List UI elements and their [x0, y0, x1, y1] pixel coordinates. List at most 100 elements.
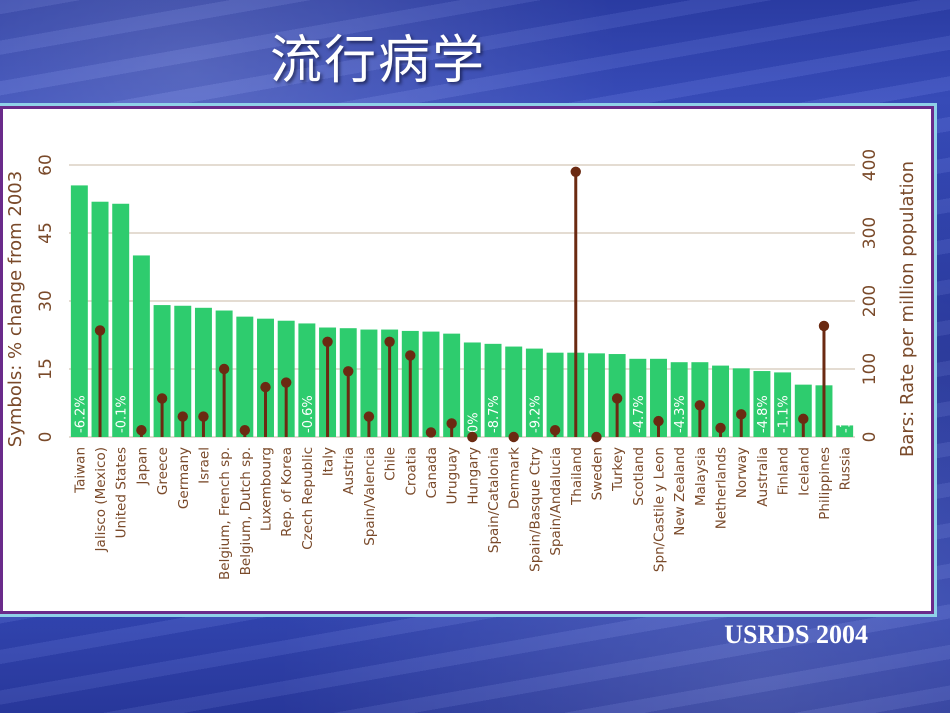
left-ticks-group: 0 15 30 45 60	[36, 154, 56, 442]
category-label-4: Greece	[155, 447, 171, 495]
symbol-dot-25	[591, 431, 602, 443]
symbol-dot-14	[363, 411, 375, 422]
category-label-19: Hungary	[465, 447, 481, 505]
category-label-0: Taiwan	[72, 447, 88, 494]
symbol-dot-35	[798, 413, 809, 425]
category-label-2: United States	[114, 447, 130, 538]
bar-28	[650, 358, 667, 437]
symbol-dot-1	[94, 325, 106, 336]
symbol-dot-3	[136, 425, 147, 436]
bar-4	[153, 305, 171, 437]
symbol-dot-6	[198, 411, 209, 422]
left-tick-label-0: 0	[36, 432, 56, 443]
epidemiology-chart: -6.2% -0.1% -0.6% 0% -8.7% -9.2% -4.7% -4.3% -4.…	[5, 149, 918, 580]
symbol-dot-30	[694, 400, 706, 411]
category-label-3: Japan	[134, 447, 150, 486]
category-label-17: Canada	[424, 447, 440, 498]
category-label-25: Sweden	[589, 447, 605, 500]
left-tick-label-4: 60	[36, 154, 56, 176]
category-label-5: Germany	[176, 447, 192, 509]
category-label-26: Turkey	[610, 447, 626, 492]
negative-label-11: -0.6%	[301, 395, 316, 433]
category-label-10: Rep. of Korea	[279, 447, 295, 537]
category-label-27: Scotland	[631, 447, 647, 506]
symbol-dot-18	[446, 418, 457, 429]
category-label-35: Iceland	[796, 447, 812, 496]
symbol-dot-31	[715, 422, 726, 434]
bar-6	[194, 307, 212, 437]
category-label-20: Spain/Catalonia	[486, 447, 502, 553]
category-label-22: Spain/Basque Ctry	[527, 447, 543, 572]
negative-label-2: -0.1%	[115, 395, 130, 433]
symbol-dot-5	[177, 411, 188, 422]
symbol-dot-9	[260, 381, 271, 393]
chart-frame: -6.2% -0.1% -0.6% 0% -8.7% -9.2% -4.7% -4.3% -4.…	[0, 106, 934, 614]
bar-37	[836, 425, 854, 437]
bar-34	[774, 372, 792, 437]
left-tick-label-2: 30	[36, 290, 56, 312]
category-label-34: Finland	[776, 447, 792, 495]
negative-label-33: -4.8%	[756, 395, 771, 433]
symbol-dot-7	[218, 363, 230, 375]
category-label-31: Netherlands	[714, 447, 730, 529]
category-label-7: Belgium, French sp.	[217, 447, 233, 580]
bar-31	[712, 365, 730, 437]
category-label-6: Israel	[196, 447, 212, 484]
bar-22	[525, 348, 543, 437]
category-label-14: Spain/Valencia	[362, 447, 378, 546]
symbol-dot-26	[611, 393, 623, 404]
symbol-dot-15	[384, 336, 395, 347]
category-label-28: Spn/Castile y Leon	[652, 447, 668, 572]
category-label-37: Russia	[838, 447, 854, 490]
symbol-dot-23	[549, 425, 561, 436]
bar-8	[236, 316, 254, 437]
bar-17	[422, 331, 440, 437]
bar-33	[753, 371, 771, 437]
right-axis-label: Bars: Rate per million population	[897, 161, 918, 457]
bar-25	[587, 353, 605, 437]
category-label-8: Belgium, Dutch sp.	[238, 447, 254, 575]
category-label-36: Philippines	[817, 447, 833, 520]
negative-label-20: -8.7%	[487, 395, 502, 433]
symbol-dot-17	[425, 427, 437, 438]
source-credit: USRDS 2004	[724, 620, 868, 649]
negative-label-34: -1.1%	[777, 395, 792, 433]
bar-11	[298, 323, 316, 437]
category-label-29: New Zealand	[672, 447, 688, 536]
symbols-group	[94, 166, 830, 443]
bar-30	[691, 362, 709, 437]
slide-title: 流行病学	[270, 31, 487, 91]
bar-14	[360, 329, 378, 437]
category-label-24: Thailand	[569, 447, 585, 506]
bar-2	[112, 203, 130, 437]
bar-9	[257, 318, 274, 437]
right-tick-label-3: 300	[860, 217, 880, 249]
bar-35	[794, 384, 812, 437]
category-label-15: Chile	[383, 447, 399, 481]
category-label-16: Croatia	[403, 447, 419, 496]
negative-labels-group: -6.2% -0.1% -0.6% 0% -8.7% -9.2% -4.7% -4.3% -4.…	[73, 387, 853, 433]
bar-27	[629, 358, 647, 437]
bar-3	[132, 255, 150, 437]
category-label-33: Australia	[755, 447, 771, 507]
bar-0	[70, 185, 88, 437]
symbol-dot-28	[653, 415, 664, 427]
category-labels-group: Taiwan Jalisco (Mexico) United States Japan…	[72, 447, 853, 580]
negative-label-0: -6.2%	[73, 395, 88, 433]
symbol-dot-4	[156, 393, 168, 404]
negative-label-37: -10.2%	[839, 387, 854, 433]
bar-32	[732, 368, 750, 437]
bar-18	[443, 333, 461, 437]
category-label-18: Uruguay	[445, 447, 461, 504]
right-tick-label-4: 400	[860, 149, 880, 181]
bar-29	[670, 362, 688, 437]
category-label-13: Austria	[341, 447, 357, 495]
bars-group	[70, 185, 854, 437]
bar-23	[546, 352, 564, 437]
symbol-dot-16	[405, 350, 416, 361]
negative-label-19: 0%	[466, 412, 481, 433]
category-label-23: Spain/Andalucia	[548, 447, 564, 556]
symbol-dot-12	[322, 336, 333, 347]
negative-label-29: -4.3%	[673, 395, 688, 433]
negative-label-27: -4.7%	[632, 395, 647, 433]
